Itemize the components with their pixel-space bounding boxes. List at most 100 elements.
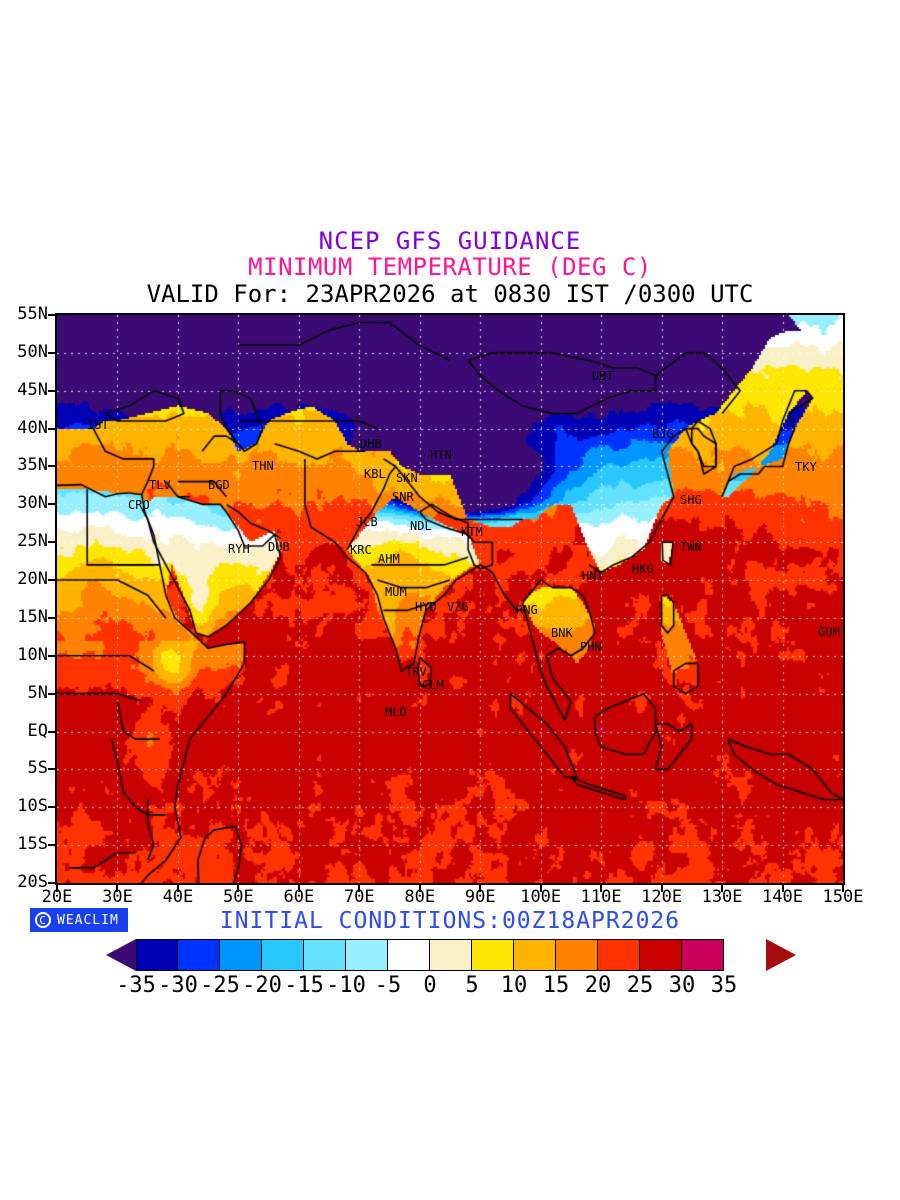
valid-time-label: VALID For: 23APR2026 at 0830 IST /0300 U… [146,280,754,308]
colorbar-band [178,939,220,971]
ytick-label: 45N [17,379,48,400]
ytick-label: 20S [17,872,48,892]
ytick-label: 5S [27,758,48,779]
ytick-mark [48,427,55,430]
xtick-label: 120E [641,887,683,907]
ytick-mark [48,654,55,657]
xtick-mark [660,885,663,892]
colorbar-band [640,939,682,971]
xtick-mark [237,885,240,892]
colorbar-tick-label: -15 [284,973,324,998]
xtick-mark [56,885,58,892]
ytick-label: 55N [17,304,48,324]
colorbar-tick-label: -20 [242,973,282,998]
ytick-mark [48,882,55,884]
colorbar-tick-label: -10 [326,973,366,998]
colorbar-under-arrow [106,939,136,971]
ytick-label: EQ [27,720,48,741]
colorbar-over-arrow [766,939,796,971]
ytick-mark [48,692,55,695]
colorbar-tick-label: -35 [116,973,156,998]
xtick-mark [418,885,421,892]
map-plot-area[interactable] [55,313,845,885]
colorbar-tick-label: 20 [584,973,612,998]
copyright-icon: C [35,912,51,928]
xtick-label: 110E [580,887,622,907]
weaclim-logo-badge[interactable]: C WEACLIM [30,908,128,932]
xtick-mark [479,885,482,892]
page-subtitle: MINIMUM TEMPERATURE (DEG C) [248,253,652,281]
ytick-mark [48,730,55,733]
ytick-label: 35N [17,455,48,476]
xtick-mark [842,885,844,892]
ytick-label: 15N [17,606,48,627]
colorbar-band [598,939,640,971]
colorbar-tick-label: -5 [374,973,402,998]
ytick-mark [48,503,55,506]
colorbar-band [262,939,304,971]
ytick-mark [48,389,55,392]
colorbar-tick-label: 10 [500,973,528,998]
initial-conditions-label: INITIAL CONDITIONS:00Z18APR2026 [219,908,681,934]
colorbar-band [682,939,724,971]
xtick-label: 40E [162,887,194,907]
ytick-label: 25N [17,531,48,552]
ytick-label: 20N [17,569,48,590]
ytick-mark [48,844,55,847]
colorbar-tick-label: -25 [200,973,240,998]
xtick-label: 30E [102,887,133,907]
colorbar-tick-label: 25 [626,973,654,998]
colorbar-tick-label: 0 [423,973,437,998]
xtick-mark [176,885,179,892]
xtick-label: 50E [223,887,254,907]
weaclim-logo-text: WEACLIM [57,912,119,928]
ytick-mark [48,351,55,354]
colorbar-tick-label: 15 [542,973,570,998]
xtick-mark [539,885,542,892]
xtick-mark [358,885,361,892]
xtick-label: 60E [283,887,315,907]
ytick-mark [48,806,55,809]
colorbar-tick-label: 35 [710,973,738,998]
ytick-mark [48,314,55,316]
xtick-label: 130E [701,887,743,907]
xtick-label: 80E [404,887,436,907]
xtick-label: 140E [762,887,803,907]
colorbar-band [304,939,346,971]
xtick-label: 150E [822,887,864,907]
ytick-mark [48,768,55,771]
colorbar-bands [136,939,724,971]
ytick-mark [48,616,55,619]
xtick-label: 70E [343,887,375,907]
colorbar-band [430,939,472,971]
xtick-mark [116,885,119,892]
colorbar-band [136,939,178,971]
colorbar[interactable]: -35 -30 -25 -20 -15 -10 -5 0 5 10 15 20 25 30 35 [0,936,900,1006]
colorbar-band [514,939,556,971]
colorbar-tick-label: 5 [465,973,479,998]
colorbar-band [346,939,388,971]
ytick-mark [48,465,55,468]
ytick-label: 5N [27,682,48,703]
xtick-mark [600,885,603,892]
ytick-label: 40N [17,417,48,438]
ytick-mark [48,541,55,544]
ytick-label: 50N [17,341,48,362]
colorbar-tick-label: 30 [668,973,696,998]
page-title: NCEP GFS GUIDANCE [318,227,582,255]
xtick-label: 100E [520,887,562,907]
colorbar-band [472,939,514,971]
xtick-label: 90E [464,887,496,907]
ytick-label: 10N [17,644,48,665]
xtick-label: 20E [41,887,73,907]
ytick-label: 10S [17,796,48,817]
ytick-label: 30N [17,493,48,514]
xtick-mark [297,885,300,892]
colorbar-band [220,939,262,971]
temperature-heatmap-canvas [57,315,843,883]
xtick-mark [781,885,784,892]
colorbar-band [556,939,598,971]
title-block: NCEP GFS GUIDANCE MINIMUM TEMPERATURE (D… [0,228,900,308]
colorbar-tick-label: -30 [158,973,198,998]
